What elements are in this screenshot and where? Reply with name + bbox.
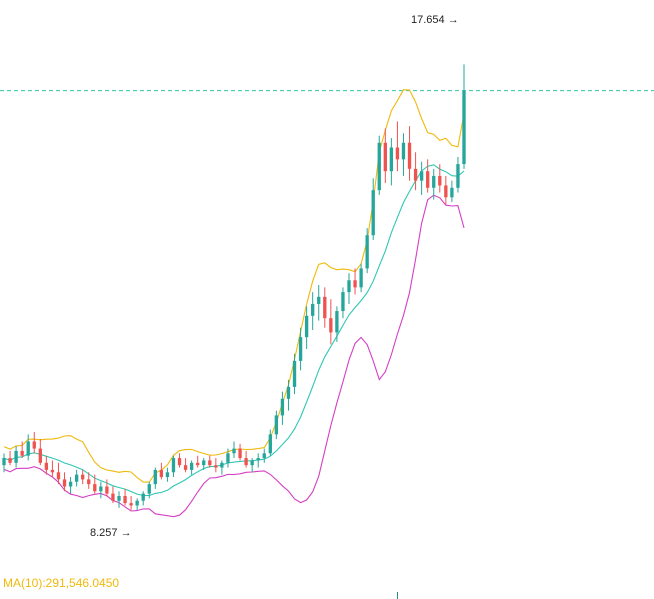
candle-body [208,460,212,466]
high-price-label: 17.654 → [411,14,459,26]
candle-body [323,296,327,319]
candle-body [62,479,67,487]
candle-body [2,458,6,466]
candle-body [171,458,176,473]
candle-body [456,164,460,188]
middle-band-line [3,164,465,497]
candles [2,64,466,511]
candle-body [298,337,303,361]
candle-body [214,465,218,468]
candle-body [56,472,61,480]
candle-body [395,147,400,160]
candle-body [220,462,224,468]
candle-body [389,147,394,172]
arrow-right-icon: → [447,14,459,26]
candle-body [147,484,151,494]
candle-body [419,171,424,181]
candle-body [304,315,309,338]
candle-body [68,481,73,487]
candle-body [177,458,182,466]
candle-body [117,495,121,501]
candle-body [44,462,49,470]
candle-body [280,398,285,416]
candle-body [105,486,109,494]
candle-body [377,142,381,191]
candle-body [32,441,36,449]
candle-body [14,450,18,463]
candle-body [111,493,115,501]
candle-body [123,495,127,504]
candle-body [226,453,230,463]
candle-body [141,493,145,501]
candle-body [311,303,315,316]
candle-body [244,458,248,466]
candle-body [274,415,279,435]
ma-indicator-readout: MA(10):291,546.0450 [3,576,120,590]
candle-body [165,472,170,478]
candle-body [413,168,418,181]
high-price-value: 17.654 [411,14,445,26]
candle-body [38,448,42,463]
candle-body [317,296,321,304]
candle-body [432,175,436,188]
candle-body [196,462,200,466]
candle-body [232,448,236,454]
candle-body [383,142,387,172]
low-price-value: 8.257 [90,527,118,539]
candle-body [99,486,103,492]
candle-body [26,441,30,456]
candle-body [20,450,24,456]
upper-band-line [3,89,465,483]
candle-body [341,292,345,312]
candle-body [292,360,297,387]
candle-body [50,469,55,473]
candle-body [159,469,164,478]
low-price-label: 8.257 → [90,527,132,539]
candle-body [202,460,206,466]
candle-body [286,386,291,399]
candle-body [365,235,369,269]
candle-body [462,90,466,165]
candle-body [256,458,260,461]
candle-body [401,142,406,160]
candle-body [81,474,85,480]
candle-body [371,190,375,236]
candle-body [426,171,430,188]
candle-body [189,462,194,470]
arrow-right-icon: → [120,527,132,539]
candle-body [353,280,357,288]
candle-body [74,474,79,482]
candle-body [87,479,91,485]
lower-band-line [3,194,465,518]
candle-body [153,469,157,485]
candle-body [407,142,412,169]
candle-body [129,503,133,506]
candle-body [347,280,351,293]
candle-body [183,465,188,470]
candle-body [93,484,97,492]
candle-body [268,434,272,454]
candle-body [444,185,448,198]
candle-body [329,318,333,333]
candle-body [335,311,339,333]
candle-body [250,460,254,466]
candle-body [438,175,442,186]
time-axis-marker [397,592,398,599]
candle-body [8,458,12,463]
candle-body [450,187,454,198]
candle-body [135,500,139,506]
candle-body [262,453,266,459]
candle-body [238,448,242,459]
candle-body [359,268,363,288]
